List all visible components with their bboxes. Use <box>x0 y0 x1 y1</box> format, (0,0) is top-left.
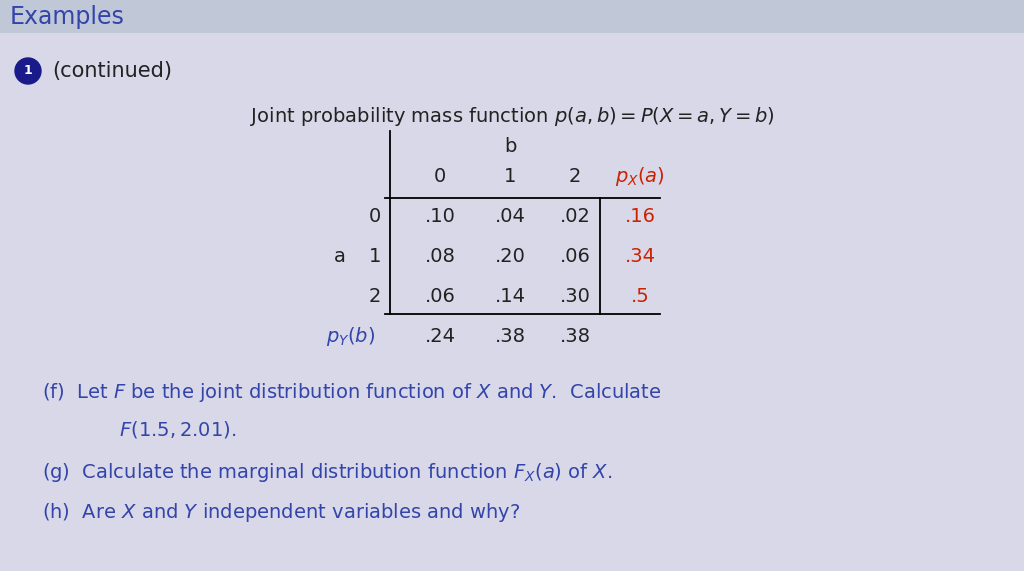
Text: .24: .24 <box>425 327 456 345</box>
Circle shape <box>15 58 41 84</box>
Text: .16: .16 <box>625 207 655 226</box>
Text: .06: .06 <box>425 287 456 305</box>
Text: .34: .34 <box>625 247 655 266</box>
Text: .06: .06 <box>559 247 591 266</box>
Text: .04: .04 <box>495 207 525 226</box>
Text: .30: .30 <box>559 287 591 305</box>
Text: (g)  Calculate the marginal distribution function $F_X(a)$ of $X$.: (g) Calculate the marginal distribution … <box>42 461 612 484</box>
Text: .10: .10 <box>425 207 456 226</box>
Text: 0: 0 <box>369 207 381 226</box>
Text: Examples: Examples <box>10 5 125 29</box>
Text: 2: 2 <box>568 167 582 186</box>
Text: 0: 0 <box>434 167 446 186</box>
Text: a: a <box>334 247 346 266</box>
Text: .5: .5 <box>631 287 649 305</box>
Bar <box>0 0 1024 33</box>
Text: .38: .38 <box>559 327 591 345</box>
Text: .02: .02 <box>559 207 591 226</box>
Text: 1: 1 <box>369 247 381 266</box>
Text: .14: .14 <box>495 287 525 305</box>
Text: $p_Y(b)$: $p_Y(b)$ <box>326 324 375 348</box>
Text: b: b <box>504 136 516 155</box>
Text: $F(1.5, 2.01)$.: $F(1.5, 2.01)$. <box>76 419 237 440</box>
Text: 1: 1 <box>504 167 516 186</box>
Text: 1: 1 <box>24 65 33 78</box>
Text: Joint probability mass function $p(a, b) = P(X = a, Y = b)$: Joint probability mass function $p(a, b)… <box>250 104 774 127</box>
Text: (continued): (continued) <box>52 61 172 81</box>
Text: $p_X(a)$: $p_X(a)$ <box>615 164 665 187</box>
Text: .20: .20 <box>495 247 525 266</box>
Text: .08: .08 <box>425 247 456 266</box>
Text: (f)  Let $F$ be the joint distribution function of $X$ and $Y$.  Calculate: (f) Let $F$ be the joint distribution fu… <box>42 381 662 404</box>
Text: (h)  Are $X$ and $Y$ independent variables and why?: (h) Are $X$ and $Y$ independent variable… <box>42 501 520 524</box>
Text: .38: .38 <box>495 327 525 345</box>
Text: 2: 2 <box>369 287 381 305</box>
